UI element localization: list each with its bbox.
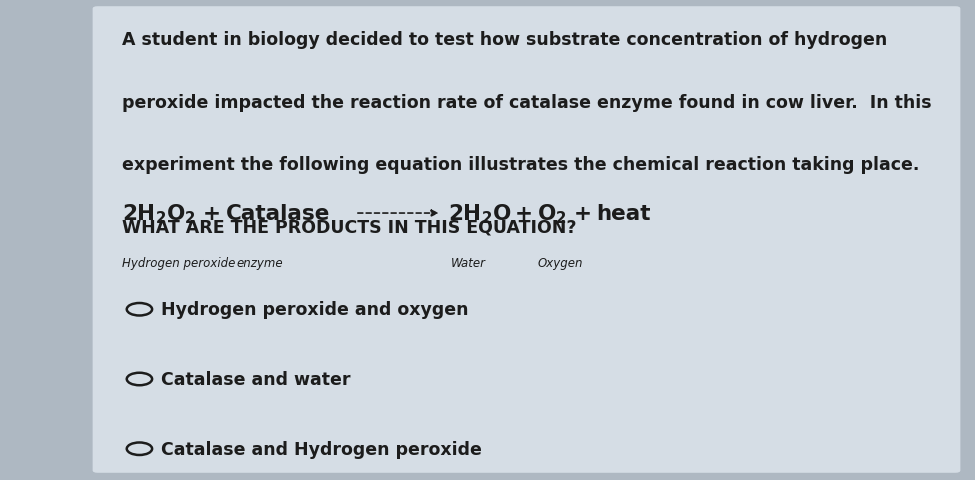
FancyBboxPatch shape: [93, 7, 960, 473]
Text: $\mathbf{O_2}$: $\mathbf{O_2}$: [537, 202, 566, 226]
Text: $\mathbf{2H_2O_2}$: $\mathbf{2H_2O_2}$: [122, 202, 196, 226]
Text: $\mathbf{2H_2O}$: $\mathbf{2H_2O}$: [448, 202, 512, 226]
Text: peroxide impacted the reaction rate of catalase enzyme found in cow liver.  In t: peroxide impacted the reaction rate of c…: [122, 94, 931, 111]
Text: Hydrogen peroxide and oxygen: Hydrogen peroxide and oxygen: [161, 300, 468, 319]
Text: +: +: [203, 204, 220, 224]
Text: experiment the following equation illustrates the chemical reaction taking place: experiment the following equation illust…: [122, 156, 919, 174]
Text: WHAT ARE THE PRODUCTS IN THIS EQUATION?: WHAT ARE THE PRODUCTS IN THIS EQUATION?: [122, 218, 576, 236]
Text: +: +: [573, 204, 591, 224]
Text: Oxygen: Oxygen: [537, 257, 583, 270]
Text: heat: heat: [597, 204, 651, 224]
Text: +: +: [515, 204, 532, 224]
Text: A student in biology decided to test how substrate concentration of hydrogen: A student in biology decided to test how…: [122, 31, 887, 49]
Text: Catalase and Hydrogen peroxide: Catalase and Hydrogen peroxide: [161, 440, 482, 458]
Text: Water: Water: [450, 257, 486, 270]
Text: enzyme: enzyme: [237, 257, 284, 270]
Text: Hydrogen peroxide: Hydrogen peroxide: [122, 257, 235, 270]
Text: Catalase: Catalase: [226, 204, 331, 224]
Text: Catalase and water: Catalase and water: [161, 370, 350, 388]
